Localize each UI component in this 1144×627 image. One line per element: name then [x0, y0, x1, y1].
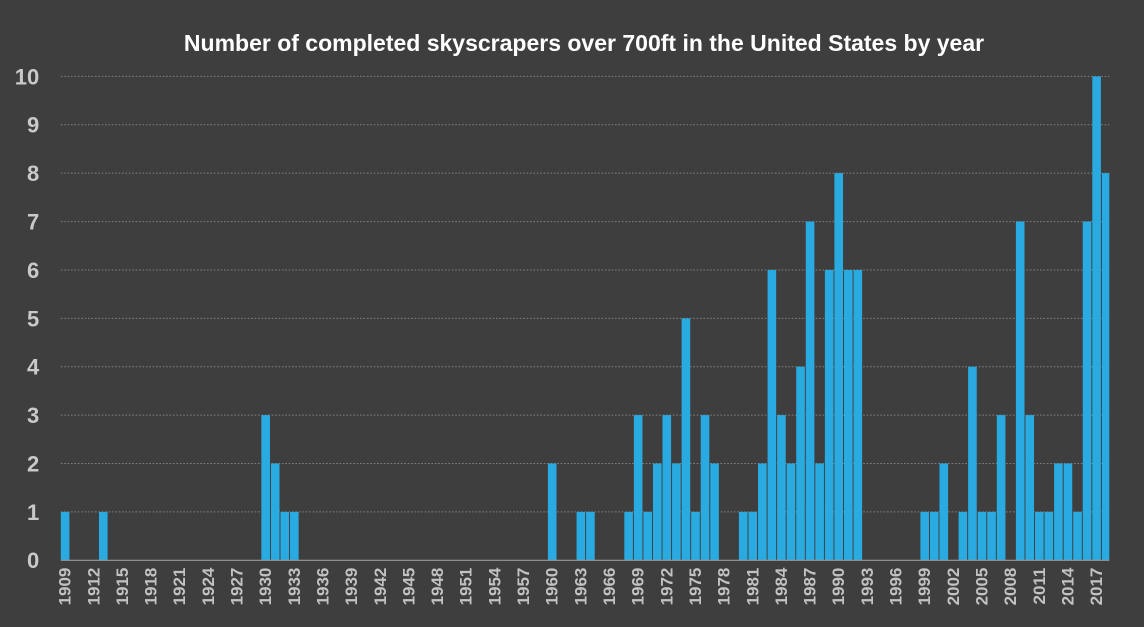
svg-text:6: 6 [27, 258, 39, 283]
svg-text:1975: 1975 [686, 568, 705, 606]
svg-text:1957: 1957 [514, 568, 533, 606]
svg-text:1909: 1909 [56, 568, 75, 606]
svg-text:1927: 1927 [228, 568, 247, 606]
svg-text:1921: 1921 [170, 568, 189, 606]
svg-text:1: 1 [27, 500, 39, 525]
svg-text:1966: 1966 [600, 568, 619, 606]
svg-text:1945: 1945 [399, 568, 418, 606]
svg-text:0: 0 [27, 548, 39, 573]
svg-text:1918: 1918 [142, 568, 161, 606]
svg-text:1924: 1924 [199, 567, 218, 605]
svg-text:1933: 1933 [285, 568, 304, 606]
svg-text:2008: 2008 [1001, 568, 1020, 606]
svg-text:10: 10 [15, 64, 39, 89]
svg-text:1978: 1978 [715, 568, 734, 606]
svg-text:2017: 2017 [1087, 568, 1106, 606]
svg-text:2011: 2011 [1030, 568, 1049, 605]
svg-text:1984: 1984 [772, 567, 791, 605]
svg-text:4: 4 [27, 355, 40, 380]
svg-text:1912: 1912 [84, 568, 103, 606]
svg-text:1954: 1954 [485, 567, 504, 605]
svg-text:Number of completed skyscraper: Number of completed skyscrapers over 700… [184, 30, 984, 56]
svg-text:1939: 1939 [342, 568, 361, 606]
svg-text:8: 8 [27, 161, 39, 186]
svg-text:5: 5 [27, 306, 39, 331]
svg-text:1981: 1981 [743, 568, 762, 606]
svg-text:2005: 2005 [973, 568, 992, 606]
svg-text:7: 7 [27, 209, 39, 234]
svg-text:1993: 1993 [858, 568, 877, 606]
svg-text:9: 9 [27, 113, 39, 138]
svg-text:1963: 1963 [571, 568, 590, 606]
svg-text:1999: 1999 [915, 568, 934, 606]
svg-text:2002: 2002 [944, 568, 963, 606]
svg-text:1930: 1930 [256, 568, 275, 606]
svg-text:2014: 2014 [1058, 567, 1077, 605]
svg-text:1951: 1951 [457, 568, 476, 606]
svg-text:1942: 1942 [371, 568, 390, 606]
svg-text:3: 3 [27, 403, 39, 428]
svg-text:2: 2 [27, 451, 39, 476]
svg-text:1972: 1972 [657, 568, 676, 606]
svg-text:1948: 1948 [428, 568, 447, 606]
svg-text:1996: 1996 [887, 568, 906, 606]
svg-text:1936: 1936 [313, 568, 332, 606]
svg-text:1915: 1915 [113, 568, 132, 606]
svg-text:1987: 1987 [801, 568, 820, 606]
svg-text:1990: 1990 [829, 568, 848, 606]
svg-text:1960: 1960 [543, 568, 562, 606]
svg-text:1969: 1969 [629, 568, 648, 606]
